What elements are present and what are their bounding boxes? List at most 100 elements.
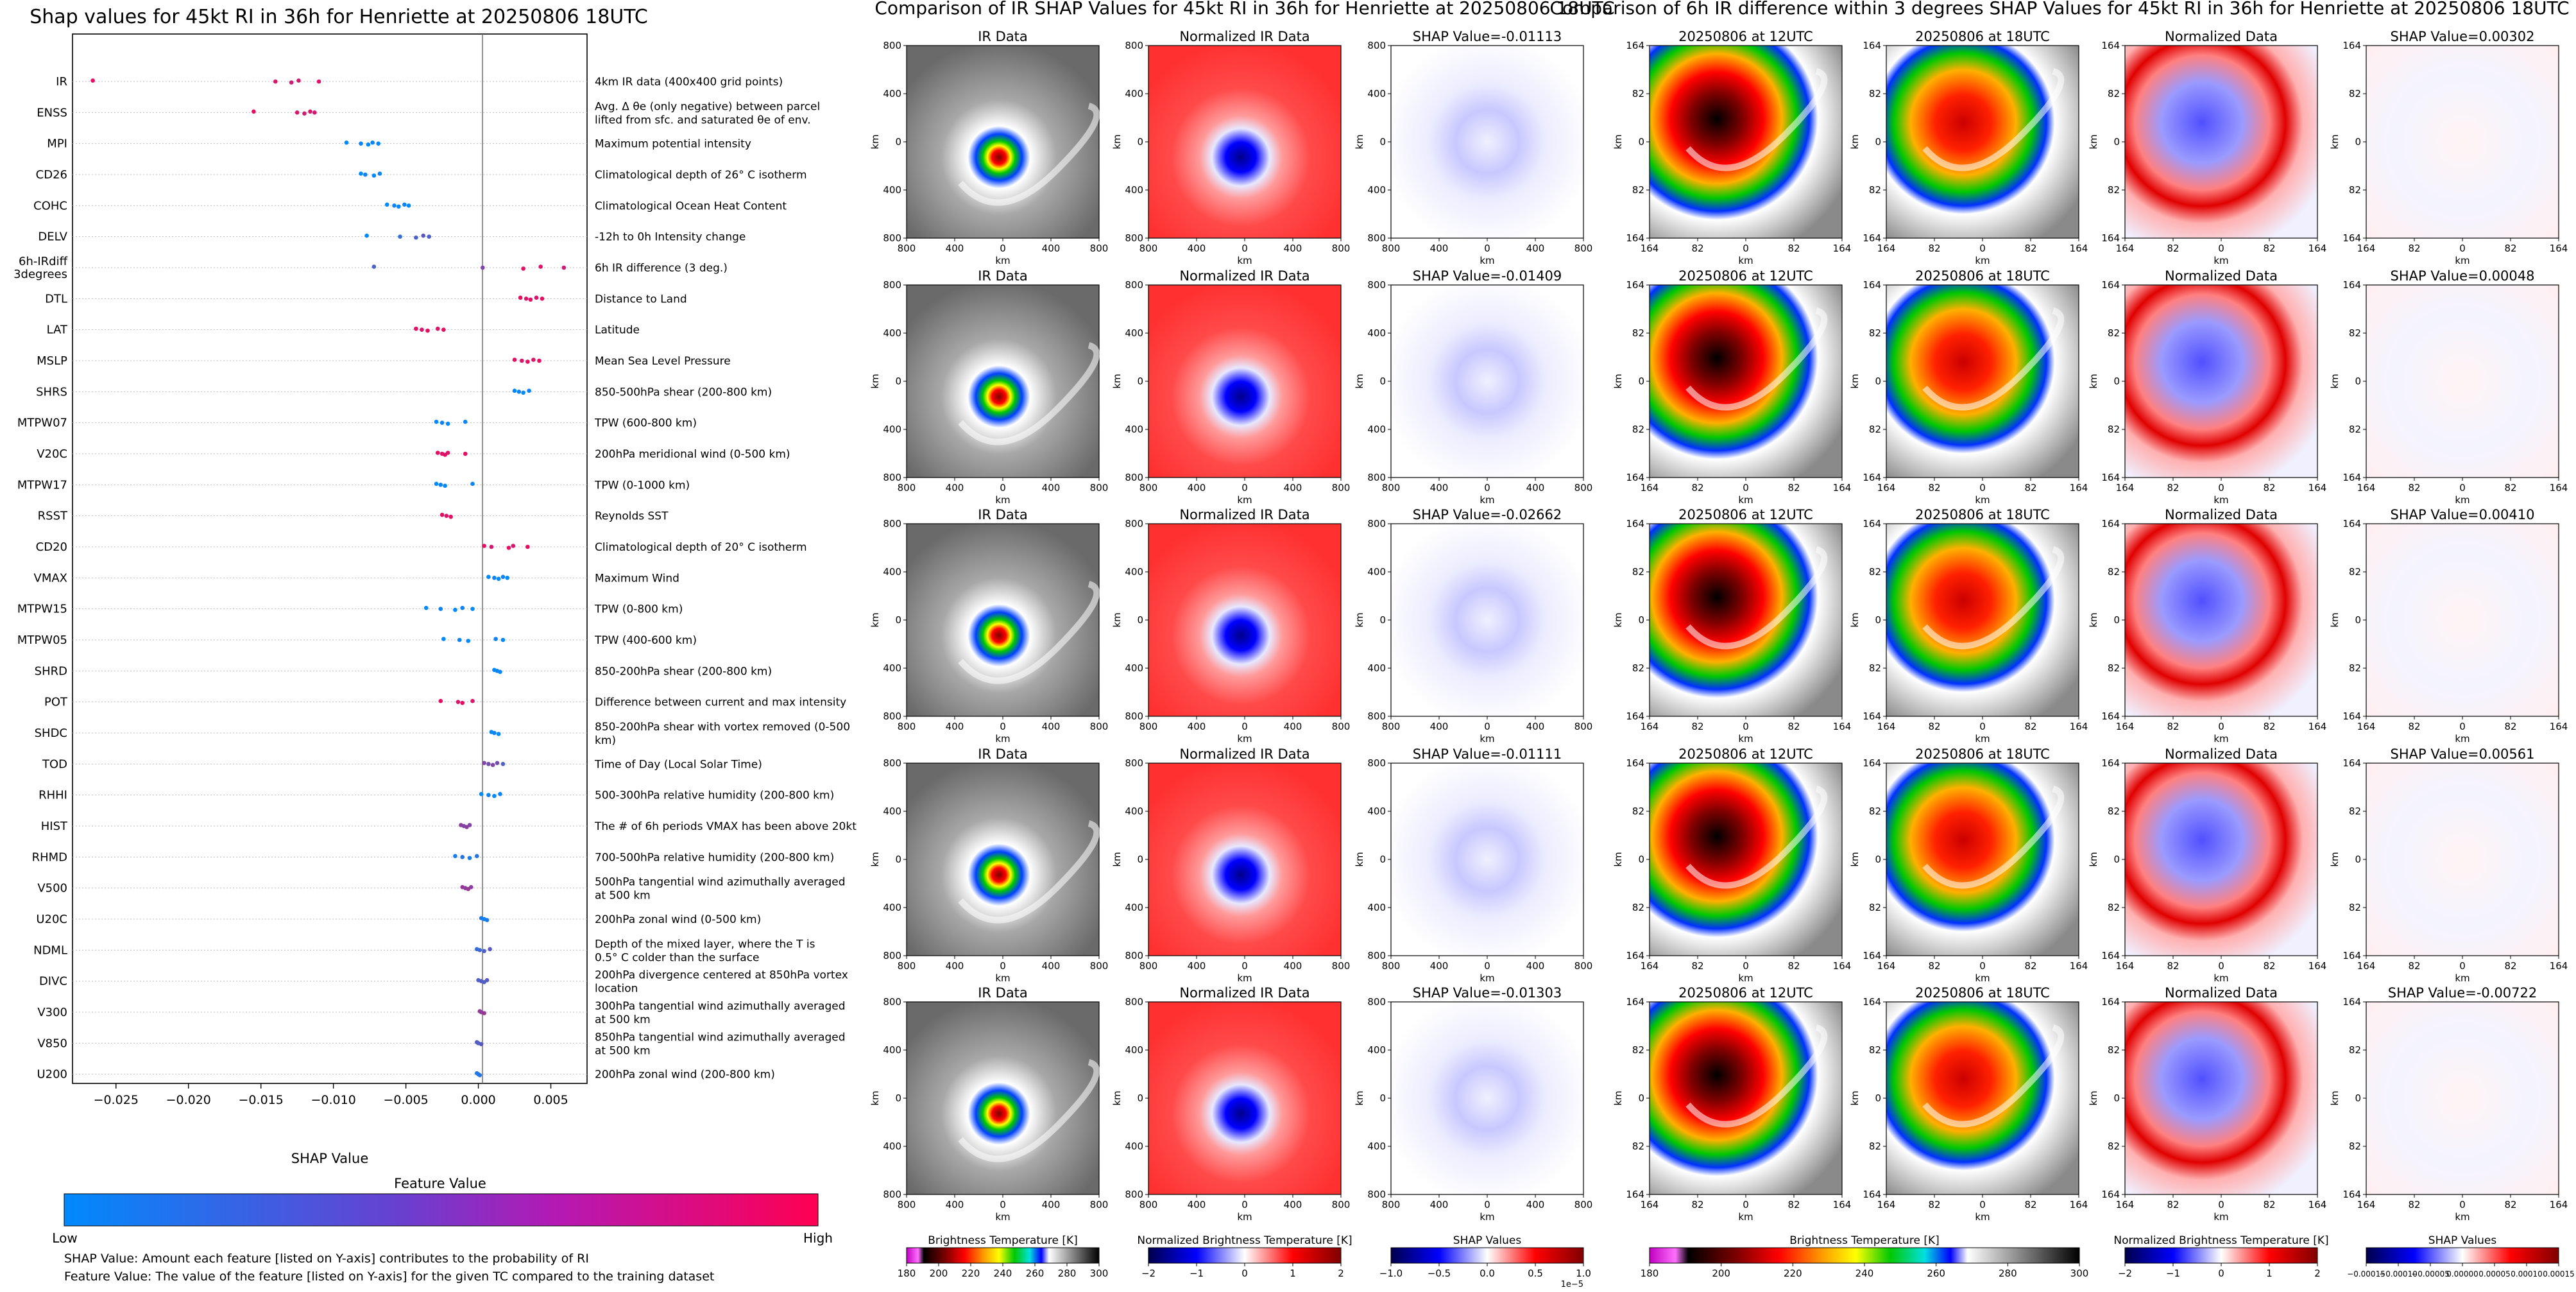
- panel-ytick-label: 800: [883, 518, 901, 530]
- shap-point: [441, 637, 446, 641]
- normalized-diff-panel: Normalized Data1641648282008282164164kmk…: [2088, 507, 2326, 745]
- ir-12utc-panel: 20250806 at 12UTC1641648282008282164164k…: [1612, 268, 1851, 506]
- shap-xlabel: SHAP Value: [291, 1151, 369, 1166]
- feature-row: POT Difference between current and max in…: [44, 696, 846, 709]
- panel-xtick-label: 164: [2070, 482, 2088, 494]
- panel-xtick-label: 164: [2308, 482, 2327, 494]
- cloud-band: [1685, 1024, 1828, 1128]
- panel-xtick-label: 800: [1574, 243, 1593, 254]
- panel-ytick-label: 400: [1125, 662, 1143, 674]
- feature-name: U20C: [36, 913, 67, 926]
- shap-point: [525, 544, 530, 549]
- panel-ylabel: km: [1111, 374, 1123, 388]
- panel-xlabel: km: [1237, 1211, 1252, 1223]
- feature-name: RHMD: [32, 850, 67, 864]
- feature-name: U200: [37, 1068, 67, 1081]
- panel-xtick-label: 82: [2167, 960, 2179, 972]
- panel-ytick-label: 164: [1626, 1189, 1644, 1200]
- panel-xtick-label: 164: [1877, 482, 1896, 494]
- shap-point: [453, 854, 457, 859]
- panel-title: IR Data: [978, 268, 1028, 284]
- panel-xlabel: km: [2213, 733, 2228, 745]
- panel-xtick-label: 0: [2218, 243, 2224, 254]
- panel-ytick-label: 800: [1125, 757, 1143, 769]
- shap-point: [427, 234, 432, 239]
- panel-ytick-label: 164: [2342, 757, 2361, 769]
- shap-point: [477, 948, 482, 952]
- panel-ylabel: km: [1849, 134, 1861, 149]
- panel-xtick-label: 82: [2167, 1199, 2179, 1210]
- panel-ytick-label: 164: [2101, 472, 2120, 483]
- shap-point: [496, 576, 501, 581]
- panel-ytick-label: 0: [1638, 614, 1644, 626]
- panel-xtick-label: 82: [2263, 243, 2275, 254]
- panel-ytick-label: 82: [2349, 662, 2361, 674]
- panel-title: IR Data: [978, 746, 1028, 762]
- panel-ytick-label: 164: [1863, 950, 1881, 961]
- panel-ytick-label: 0: [1379, 375, 1386, 387]
- panel-xtick-label: 0: [1979, 243, 1986, 254]
- feature-name: MSLP: [37, 354, 67, 368]
- colorbar-tick-label: 300: [2070, 1268, 2089, 1279]
- colorbar-low: Low: [52, 1230, 77, 1246]
- shap-point: [537, 358, 542, 363]
- colorbar-tick-label: −1: [2166, 1268, 2180, 1279]
- shap-point: [438, 698, 443, 703]
- panel-xtick-label: 400: [1188, 721, 1206, 732]
- shap-point: [366, 142, 371, 147]
- panel-ytick-label: 164: [1626, 996, 1644, 1008]
- feature-name: 6h-IRdiff 3degrees: [13, 255, 68, 281]
- shap-point: [500, 762, 506, 766]
- shap-point: [498, 791, 502, 797]
- panel-ytick-label: 164: [2101, 711, 2120, 722]
- panel-xlabel: km: [2455, 733, 2469, 745]
- panel-xtick-label: 164: [2070, 243, 2088, 254]
- panel-xlabel: km: [2455, 494, 2469, 506]
- colorbar-label: Normalized Brightness Temperature [K]: [1137, 1234, 1352, 1247]
- panel-ytick-label: 164: [2101, 1189, 2120, 1200]
- feature-row: RHMD 700-500hPa relative humidity (200-80…: [32, 850, 835, 864]
- panel-image: [906, 1001, 1100, 1195]
- colorbar-title: Feature Value: [394, 1176, 486, 1191]
- panel-ytick-label: 800: [883, 232, 901, 244]
- panel-ytick-label: 0: [1875, 854, 1881, 865]
- panel-xtick-label: 164: [1641, 243, 1659, 254]
- shap-point: [484, 978, 490, 983]
- panel-xtick-label: 400: [1042, 243, 1061, 254]
- panel-ytick-label: 0: [2355, 136, 2361, 148]
- shap-point: [470, 607, 475, 611]
- feature-description: Reynolds SST: [595, 510, 669, 523]
- panel-ytick-label: 400: [1367, 566, 1386, 578]
- panel-ytick-label: 164: [2342, 711, 2361, 722]
- panel-xtick-label: 400: [1284, 482, 1302, 494]
- x-tick-label: −0.025: [94, 1093, 139, 1107]
- panel-xtick-label: 400: [1430, 243, 1449, 254]
- ir-18utc-panel: 20250806 at 18UTC1641648282008282164164k…: [1849, 746, 2088, 984]
- panel-ylabel: km: [2329, 612, 2341, 627]
- feature-description: Difference between current and max inten…: [595, 696, 846, 709]
- shap-point: [398, 234, 402, 239]
- panel-ytick-label: 164: [1626, 40, 1644, 51]
- colorbar-tick-label: 200: [1712, 1268, 1730, 1279]
- panel-image: [2366, 523, 2559, 717]
- panel-xtick-label: 82: [1928, 1199, 1940, 1210]
- panel-ytick-label: 82: [2108, 184, 2120, 196]
- shap-point: [273, 79, 278, 84]
- feature-row: LAT Latitude: [47, 323, 640, 337]
- panel-xtick-label: 800: [1382, 1199, 1401, 1210]
- shap-point: [482, 544, 486, 548]
- shap-point: [481, 265, 485, 270]
- panel-xtick-label: 400: [1284, 721, 1302, 732]
- shap-point: [90, 78, 95, 83]
- ir-18utc-panel: 20250806 at 18UTC1641648282008282164164k…: [1849, 29, 2088, 266]
- panel-xtick-label: 800: [1090, 243, 1109, 254]
- panel-xtick-label: 164: [2357, 1199, 2376, 1210]
- panel-ytick-label: 800: [1125, 472, 1143, 483]
- shap-point: [498, 669, 502, 675]
- feature-row: MPI Maximum potential intensity: [47, 137, 751, 151]
- panel-xtick-label: 400: [1526, 721, 1545, 732]
- panel-xtick-label: 82: [2504, 482, 2516, 494]
- panel-ytick-label: 82: [1632, 805, 1644, 817]
- colorbar-label: SHAP Values: [2428, 1234, 2497, 1247]
